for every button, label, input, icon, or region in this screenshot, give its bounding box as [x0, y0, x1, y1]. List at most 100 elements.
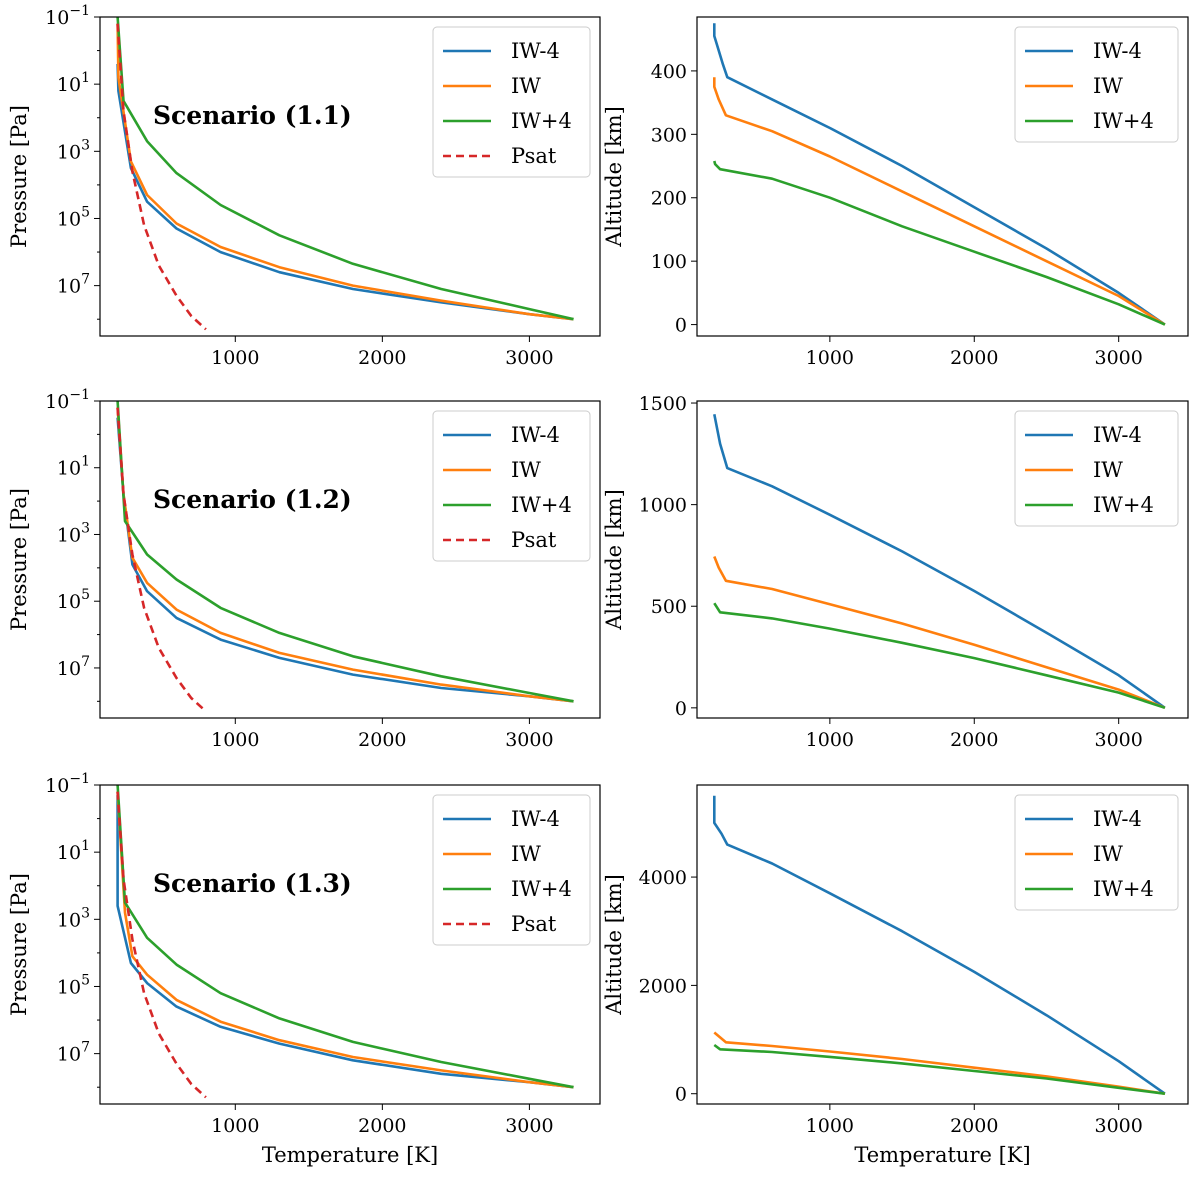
legend-label-iw: IW: [1093, 74, 1123, 98]
series-line-iwplus4: [116, 17, 574, 321]
legend-label-iwplus4: IW+4: [1093, 493, 1154, 517]
legend-label-iw-4: IW-4: [511, 39, 560, 63]
scenario-annotation: Scenario (1.1): [153, 101, 352, 130]
y-tick-label: 10−1: [45, 387, 90, 413]
legend-box: [1014, 410, 1179, 527]
series-line-psat: [116, 407, 207, 713]
series-line-iwplus4: [713, 602, 1166, 710]
y-tick-label: 107: [57, 1040, 90, 1066]
legend: IW-4 IW IW+4 Psat: [432, 26, 591, 178]
panel-p-1-2: 1000 2000 3000 10−1 101 103 105 107 Pressure [Pa…: [7, 387, 601, 751]
plot-frame: [99, 16, 601, 337]
series-line-iw: [116, 791, 574, 1089]
y-tick-label: 103: [57, 137, 90, 163]
series-line-iw: [713, 556, 1166, 710]
legend-label-iw: IW: [1093, 842, 1123, 866]
panel-p-1-1: 1000 2000 3000 10−1 101 103 105 107 Pressure [Pa…: [7, 3, 601, 369]
y-tick-label: 0: [675, 315, 687, 337]
legend: IW-4 IW IW+4 Psat: [432, 410, 591, 562]
x-tick-label: 1000: [806, 729, 854, 751]
scenario-annotation: Scenario (1.3): [153, 869, 352, 898]
y-tick-label: 0: [675, 698, 687, 720]
series-line-iw: [712, 77, 1166, 326]
y-tick-label: 300: [651, 124, 687, 146]
legend-label-iw: IW: [511, 458, 541, 482]
x-tick-label: 3000: [505, 1115, 553, 1137]
series-line-iw-4: [116, 795, 574, 1089]
x-tick-label: 2000: [950, 729, 998, 751]
y-tick-label: 103: [57, 520, 90, 546]
legend-label-iwplus4: IW+4: [1093, 877, 1154, 901]
y-tick-label: 1500: [639, 393, 687, 415]
legend-label-iwplus4: IW+4: [511, 493, 572, 517]
scenario-annotation: Scenario (1.2): [153, 485, 352, 514]
x-tick-label: 2000: [358, 729, 406, 751]
series-line-iw-4: [712, 795, 1166, 1095]
y-axis-label: Altitude [km]: [602, 874, 626, 1016]
x-tick-label: 3000: [1095, 1115, 1143, 1137]
plot-frame: [696, 400, 1189, 719]
x-tick-label: 2000: [950, 347, 998, 369]
y-tick-label: 101: [57, 838, 90, 864]
panel-a-1-2: 1000 2000 3000 0 500 1000 1500 Altitude [km] IW-…: [602, 393, 1189, 751]
legend-label-iw-4: IW-4: [1093, 807, 1142, 831]
legend-box: [432, 26, 591, 178]
x-tick-label: 1000: [211, 1115, 259, 1137]
series-line-iw-4: [713, 413, 1166, 709]
y-tick-label: 107: [57, 272, 90, 298]
legend-label-iw-4: IW-4: [1093, 39, 1142, 63]
plot-frame: [696, 784, 1189, 1105]
legend-label-iwplus4: IW+4: [511, 109, 572, 133]
y-tick-label: 2000: [639, 975, 687, 997]
panel-p-1-3: 1000 2000 3000 10−1 101 103 105 107 Pressure [Pa…: [7, 771, 601, 1167]
series-line-iw-4: [712, 23, 1166, 326]
y-axis-label: Pressure [Pa]: [7, 873, 31, 1016]
legend: IW-4 IW IW+4: [1014, 26, 1179, 143]
series-line-iw: [116, 407, 574, 703]
legend-label-iwplus4: IW+4: [511, 877, 572, 901]
legend-label-iw-4: IW-4: [1093, 423, 1142, 447]
legend: IW-4 IW IW+4: [1014, 794, 1179, 911]
y-tick-label: 105: [57, 204, 90, 230]
series-line-iwplus4: [116, 401, 574, 703]
y-tick-label: 1000: [639, 495, 687, 517]
series-line-iwplus4: [713, 160, 1166, 326]
x-tick-label: 1000: [211, 347, 259, 369]
y-tick-label: 4000: [639, 867, 687, 889]
panel-a-1-1: 1000 2000 3000 0 100 200 300 400 Altitude [km] IW…: [602, 16, 1189, 369]
x-tick-label: 1000: [806, 1115, 854, 1137]
legend-box: [1014, 794, 1179, 911]
series-line-iwplus4: [713, 1043, 1166, 1095]
y-tick-label: 101: [57, 454, 90, 480]
legend-label-iwplus4: IW+4: [1093, 109, 1154, 133]
y-axis-label: Altitude [km]: [602, 106, 626, 248]
y-tick-label: 103: [57, 905, 90, 931]
x-tick-label: 1000: [806, 347, 854, 369]
x-tick-label: 2000: [358, 347, 406, 369]
x-tick-label: 3000: [505, 347, 553, 369]
legend-label-iw: IW: [511, 74, 541, 98]
x-tick-label: 2000: [358, 1115, 406, 1137]
y-tick-label: 500: [651, 596, 687, 618]
legend-label-iw-4: IW-4: [511, 423, 560, 447]
x-tick-label: 3000: [1095, 347, 1143, 369]
series-line-iwplus4: [116, 785, 574, 1089]
x-tick-label: 1000: [211, 729, 259, 751]
y-tick-label: 107: [57, 654, 90, 680]
legend-label-psat: Psat: [511, 528, 557, 552]
y-tick-label: 10−1: [45, 771, 90, 797]
y-tick-label: 10−1: [45, 3, 90, 29]
legend-label-psat: Psat: [511, 912, 557, 936]
y-tick-label: 101: [57, 70, 90, 96]
legend: IW-4 IW IW+4 Psat: [432, 794, 591, 946]
series-line-psat: [116, 791, 207, 1099]
legend-label-psat: Psat: [511, 144, 557, 168]
y-tick-label: 200: [651, 188, 687, 210]
legend-label-iw: IW: [511, 842, 541, 866]
legend: IW-4 IW IW+4: [1014, 410, 1179, 527]
series-line-iw: [713, 1031, 1166, 1095]
legend-label-iw: IW: [1093, 458, 1123, 482]
y-tick-label: 105: [57, 587, 90, 613]
legend-box: [1014, 26, 1179, 143]
